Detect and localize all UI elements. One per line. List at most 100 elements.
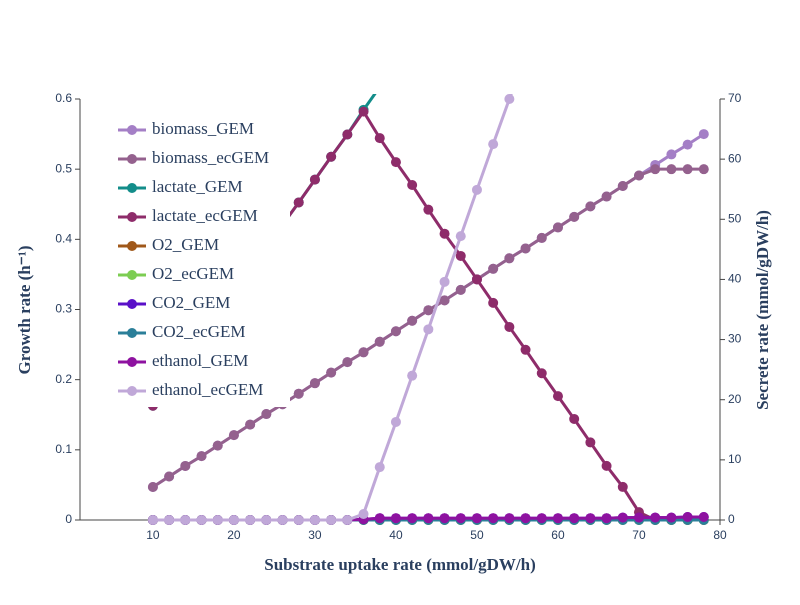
marker	[552, 222, 563, 233]
marker	[407, 370, 418, 381]
y-axis-title: Growth rate (h⁻¹)	[15, 246, 34, 375]
marker	[407, 37, 417, 47]
marker	[633, 170, 644, 181]
x-tick-label: 80	[713, 528, 727, 542]
marker	[455, 284, 466, 295]
marker	[245, 419, 256, 430]
marker	[698, 129, 709, 140]
y2-tick-label: 0	[728, 512, 735, 526]
legend-marker	[127, 299, 137, 309]
legend-marker	[127, 183, 137, 193]
marker	[164, 471, 175, 482]
marker	[391, 60, 401, 70]
marker	[390, 416, 401, 427]
marker	[439, 276, 450, 287]
legend-box	[112, 115, 290, 407]
marker	[293, 515, 304, 525]
marker	[439, 228, 450, 239]
y2-tick-label: 10	[728, 452, 742, 466]
marker	[569, 211, 580, 222]
legend-label: ethanol_GEM	[152, 351, 248, 370]
marker	[164, 515, 175, 525]
marker	[617, 481, 628, 492]
marker	[342, 129, 353, 140]
legend-marker	[127, 241, 137, 251]
y-tick-label: 0	[65, 512, 72, 526]
marker	[488, 513, 499, 524]
marker	[585, 201, 596, 212]
marker	[293, 388, 304, 399]
marker	[601, 513, 612, 524]
marker	[439, 513, 450, 524]
legend-label: biomass_ecGEM	[152, 148, 269, 167]
marker	[682, 511, 693, 522]
marker	[342, 515, 353, 525]
marker	[633, 512, 644, 523]
marker	[504, 513, 515, 524]
marker	[423, 513, 434, 524]
legend-marker	[127, 328, 137, 338]
marker	[309, 515, 320, 525]
marker	[245, 515, 256, 525]
marker	[326, 151, 337, 162]
marker	[682, 139, 693, 150]
legend-label: biomass_GEM	[152, 119, 254, 138]
marker	[358, 508, 369, 519]
legend-label: O2_GEM	[152, 235, 219, 254]
marker	[180, 515, 191, 525]
marker	[390, 513, 401, 524]
marker	[293, 197, 304, 208]
marker	[666, 512, 677, 523]
x-tick-label: 20	[227, 528, 241, 542]
y2-tick-label: 40	[728, 272, 742, 286]
x-tick-label: 70	[632, 528, 646, 542]
marker	[228, 430, 239, 441]
y2-axis-title: Secrete rate (mmol/gDW/h)	[753, 210, 772, 410]
marker	[423, 15, 433, 25]
marker	[682, 164, 693, 175]
marker	[471, 513, 482, 524]
marker	[666, 149, 677, 160]
y2-tick-label: 70	[728, 91, 742, 105]
marker	[504, 253, 515, 264]
marker	[423, 204, 434, 215]
y-tick-label: 0.6	[55, 91, 72, 105]
marker	[261, 409, 272, 420]
legend-marker	[127, 154, 137, 164]
marker	[569, 513, 580, 524]
marker	[537, 3, 547, 13]
marker	[536, 513, 547, 524]
marker	[504, 94, 515, 104]
marker	[180, 460, 191, 471]
marker	[520, 344, 531, 355]
legend-marker	[127, 212, 137, 222]
x-axis-title: Substrate uptake rate (mmol/gDW/h)	[264, 555, 536, 574]
marker	[488, 139, 499, 150]
marker	[439, 295, 450, 306]
marker	[147, 515, 158, 525]
marker	[228, 515, 239, 525]
marker	[374, 462, 385, 473]
marker	[423, 305, 434, 316]
marker	[471, 274, 482, 285]
legend-label: O2_ecGEM	[152, 264, 234, 283]
marker	[212, 515, 223, 525]
marker	[407, 513, 418, 524]
legend-marker	[127, 357, 137, 367]
marker	[504, 321, 515, 332]
marker	[536, 368, 547, 379]
marker	[536, 232, 547, 243]
marker	[374, 513, 385, 524]
marker	[326, 367, 337, 378]
y-tick-label: 0.2	[55, 372, 72, 386]
marker	[358, 347, 369, 358]
marker	[521, 48, 531, 58]
legend-label: lactate_ecGEM	[152, 206, 258, 225]
marker	[375, 82, 385, 92]
marker	[698, 164, 709, 175]
marker	[455, 250, 466, 261]
marker	[488, 297, 499, 308]
marker	[390, 157, 401, 168]
marker	[261, 515, 272, 525]
